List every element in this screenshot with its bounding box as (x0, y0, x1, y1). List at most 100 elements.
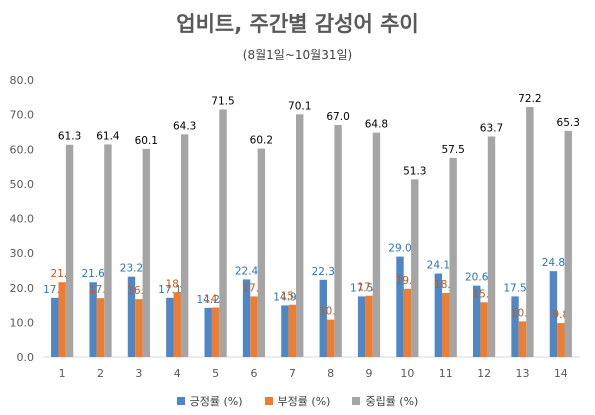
bar-series-2 (334, 125, 342, 357)
y-tick-label: 80.0 (10, 74, 35, 87)
legend-item-neutral: 중립률 (%) (352, 393, 418, 409)
bar-series-0 (204, 307, 212, 357)
x-tick-label: 10 (400, 367, 414, 380)
data-label-series-2: 60.1 (135, 135, 158, 147)
bar-series-1 (96, 298, 105, 357)
x-tick-label: 12 (477, 367, 491, 380)
bar-series-1 (403, 288, 412, 357)
data-label-series-0: 22.4 (235, 265, 259, 277)
bar-series-0 (319, 279, 327, 357)
bar-series-1 (58, 282, 66, 357)
y-tick-label: 10.0 (10, 316, 35, 329)
data-label-series-2: 51.3 (403, 165, 426, 177)
x-tick-label: 7 (289, 367, 296, 380)
data-label-series-0: 20.6 (465, 272, 489, 284)
data-label-series-0: 14.2 (197, 294, 220, 306)
data-label-series-2: 61.4 (96, 130, 120, 142)
x-tick-label: 14 (554, 367, 568, 380)
bar-series-2 (142, 148, 150, 357)
data-label-series-0: 14.9 (273, 291, 296, 303)
bar-series-1 (173, 292, 181, 357)
bar-series-0 (511, 296, 519, 357)
bar-series-0 (127, 276, 136, 357)
data-label-series-0: 29.0 (388, 243, 411, 255)
bar-series-1 (211, 307, 220, 357)
bar-series-2 (411, 179, 419, 357)
x-tick-label: 9 (366, 367, 373, 380)
bar-series-0 (51, 297, 59, 357)
y-tick-label: 20.0 (10, 282, 35, 295)
y-tick-label: 70.0 (10, 109, 35, 122)
data-label-series-0: 24.8 (542, 257, 565, 269)
data-label-series-2: 57.5 (441, 144, 464, 156)
bar-series-2 (526, 107, 534, 357)
data-label-series-2: 67.0 (326, 111, 349, 123)
data-label-series-2: 60.2 (250, 135, 273, 147)
bar-series-2 (180, 134, 189, 357)
y-tick-label: 30.0 (10, 247, 35, 260)
legend: 긍정률 (%) 부정률 (%) 중립률 (%) (0, 393, 595, 409)
x-tick-label: 4 (174, 367, 181, 380)
bar-series-1 (557, 323, 565, 357)
x-tick-label: 6 (250, 367, 257, 380)
x-tick-label: 3 (135, 367, 142, 380)
x-tick-label: 2 (97, 367, 104, 380)
bar-series-0 (396, 256, 404, 357)
y-tick-label: 60.0 (10, 143, 35, 156)
legend-swatch-positive (176, 397, 185, 405)
legend-swatch-neutral (352, 397, 361, 405)
x-tick-label: 13 (515, 367, 529, 380)
bar-series-1 (442, 292, 450, 357)
bar-series-0 (434, 273, 443, 357)
bar-series-1 (250, 296, 258, 357)
bar-series-2 (449, 157, 457, 357)
data-label-series-2: 65.3 (557, 117, 580, 129)
bar-series-2 (65, 144, 74, 357)
data-label-series-2: 61.3 (58, 131, 81, 143)
data-label-series-0: 22.3 (312, 266, 335, 278)
data-label-series-0: 17.5 (350, 282, 373, 294)
chart-title: 업비트, 주간별 감성어 추이 (176, 12, 419, 36)
bar-series-1 (326, 319, 335, 357)
chart-subtitle: (8월1일~10월31일) (242, 48, 353, 62)
bar-series-0 (281, 305, 289, 357)
legend-label-negative: 부정률 (%) (277, 395, 331, 408)
bar-series-2 (104, 144, 112, 357)
data-label-series-0: 24.1 (427, 260, 450, 272)
y-tick-label: 0.0 (17, 351, 35, 364)
data-label-series-2: 71.5 (211, 95, 234, 107)
bar-series-0 (473, 285, 481, 357)
bar-series-1 (480, 302, 488, 357)
data-label-series-2: 64.8 (365, 119, 388, 131)
legend-item-negative: 부정률 (%) (264, 393, 331, 409)
x-tick-label: 5 (212, 367, 219, 380)
legend-label-neutral: 중립률 (%) (365, 395, 419, 408)
bar-series-0 (89, 282, 97, 357)
bar-series-1 (365, 295, 373, 357)
data-label-series-0: 23.2 (120, 263, 143, 275)
bar-series-2 (257, 148, 266, 357)
data-label-series-2: 70.1 (288, 100, 311, 112)
legend-swatch-negative (264, 397, 273, 405)
legend-item-positive: 긍정률 (%) (176, 393, 243, 409)
x-tick-label: 1 (59, 367, 66, 380)
data-label-series-0: 17.5 (503, 282, 526, 294)
bar-series-0 (166, 297, 174, 357)
bar-series-2 (296, 114, 304, 357)
bar-series-0 (242, 279, 251, 357)
bar-series-2 (564, 130, 572, 357)
data-label-series-0: 21.6 (81, 268, 105, 280)
data-label-series-2: 63.7 (480, 122, 503, 134)
y-tick-label: 40.0 (10, 213, 35, 226)
x-tick-label: 8 (327, 367, 334, 380)
data-label-series-2: 72.2 (518, 93, 541, 105)
x-tick-label: 11 (439, 367, 453, 380)
legend-label-positive: 긍정률 (%) (189, 395, 243, 408)
bar-series-2 (487, 136, 496, 357)
bar-series-1 (518, 321, 527, 357)
bar-series-1 (135, 299, 143, 357)
bar-series-0 (357, 296, 366, 357)
bar-series-0 (549, 271, 558, 357)
data-label-series-2: 64.3 (173, 120, 196, 132)
